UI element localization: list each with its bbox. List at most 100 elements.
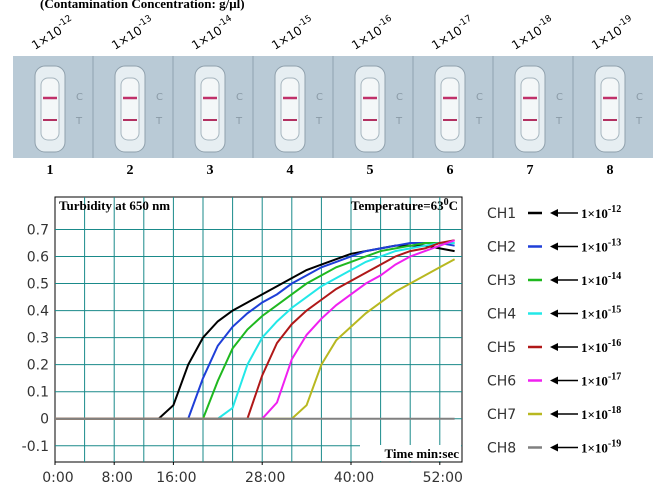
y-tick-label: 0.6 — [27, 249, 49, 265]
x-tick-label: 52:00 — [423, 470, 463, 486]
annotation-suffix: C — [449, 198, 458, 213]
strip-label: 1×10-14 — [188, 14, 237, 53]
strip-mark-c: C — [636, 92, 643, 103]
strip-mark-t: T — [75, 116, 83, 127]
y-tick-label: 0 — [40, 412, 49, 428]
y-tick-label: 0.3 — [27, 331, 49, 347]
legend-label: 1×10-15 — [581, 305, 621, 322]
strip-label-exponent: -16 — [376, 14, 394, 30]
legend-arrow-head — [550, 443, 558, 452]
strip-mark-t: T — [635, 116, 643, 127]
strip-mark-c: C — [556, 92, 563, 103]
legend-arrow-head — [550, 209, 558, 217]
strip-label: 1×10-18 — [508, 14, 557, 53]
legend-label-exponent: -16 — [608, 338, 621, 349]
legend-arrow-head — [550, 410, 558, 418]
legend-name: CH2 — [487, 240, 516, 256]
legend-name: CH6 — [487, 374, 516, 390]
strip-mark-t: T — [235, 116, 243, 127]
legend-label-exponent: -14 — [608, 271, 621, 282]
temperature-annotation: Temperature=630C — [351, 197, 458, 213]
strip-mark-c: C — [76, 92, 83, 103]
y-tick-label: 0.7 — [27, 222, 49, 238]
strip-number: 6 — [447, 163, 454, 178]
legend-label-base: 1×10 — [581, 374, 608, 389]
x-axis-label: Time min:sec — [385, 446, 460, 461]
legend-label: 1×10-18 — [581, 405, 621, 422]
x-tick-label: 40:00 — [334, 470, 374, 486]
x-tick-label: 16:00 — [156, 470, 196, 486]
strip-label: 1×10-19 — [588, 14, 637, 53]
strip-label-exponent: -12 — [56, 14, 74, 30]
legend-label: 1×10-17 — [581, 372, 621, 389]
y-tick-label: 0.4 — [27, 304, 49, 320]
strip-number: 1 — [47, 163, 54, 178]
legend-label: 1×10-13 — [581, 238, 621, 255]
y-tick-label: -0.1 — [22, 439, 49, 455]
legend-label: 1×10-16 — [581, 338, 621, 355]
legend-arrow-head — [550, 376, 558, 385]
strip-mark-c: C — [156, 92, 163, 103]
strip-mark-c: C — [316, 92, 323, 103]
legend-label-exponent: -13 — [608, 238, 621, 249]
legend-label-exponent: -17 — [608, 372, 621, 383]
y-tick-label: 0.1 — [27, 385, 49, 401]
strip-window — [440, 77, 460, 141]
chart-title: Turbidity at 650 nm — [59, 198, 170, 213]
annotation-superscript: 0 — [444, 197, 449, 208]
legend-arrow-head — [550, 343, 558, 351]
strip-mark-t: T — [395, 116, 403, 127]
legend-label-exponent: -15 — [608, 305, 621, 316]
legend-label-base: 1×10 — [581, 407, 608, 422]
legend-label-base: 1×10 — [581, 441, 608, 456]
plot-area — [54, 196, 463, 463]
legend-label: 1×10-19 — [581, 439, 621, 456]
strip-number: 2 — [127, 163, 134, 178]
strip-mark-c: C — [236, 92, 243, 103]
strip-window — [280, 77, 300, 141]
legend-name: CH7 — [487, 407, 516, 423]
strip-label-exponent: -17 — [456, 14, 474, 30]
x-label-bg — [360, 445, 461, 461]
legend-label-exponent: -12 — [608, 204, 621, 215]
strip-label: 1×10-17 — [428, 14, 477, 53]
strip-number: 5 — [367, 163, 374, 178]
strip-label-exponent: -15 — [296, 14, 314, 30]
x-tick-label: 28:00 — [245, 470, 285, 486]
strip-number: 7 — [527, 163, 534, 178]
strip-label-exponent: -19 — [616, 14, 634, 30]
legend-name: CH1 — [487, 206, 516, 222]
strip-window — [600, 77, 620, 141]
legend-label-exponent: -18 — [608, 405, 621, 416]
strip-window — [520, 77, 540, 141]
legend-label: 1×10-14 — [581, 271, 621, 288]
x-tick-label: 0:00 — [42, 470, 73, 486]
strip-number: 3 — [207, 163, 214, 178]
strip-number: 8 — [607, 163, 614, 178]
legend-arrow-head — [550, 276, 558, 284]
strip-label-exponent: -18 — [536, 14, 554, 30]
legend-label-base: 1×10 — [581, 340, 608, 355]
strip-window — [360, 77, 380, 141]
strip-number: 4 — [287, 163, 294, 178]
strip-label: 1×10-13 — [108, 14, 157, 53]
strip-mark-t: T — [155, 116, 163, 127]
strip-label-exponent: -14 — [216, 14, 234, 30]
strip-label-exponent: -13 — [136, 14, 154, 30]
legend-label-base: 1×10 — [581, 206, 608, 221]
legend-arrow-head — [550, 309, 558, 318]
legend-label-base: 1×10 — [581, 307, 608, 322]
legend-label: 1×10-12 — [581, 204, 621, 221]
strip-window — [120, 77, 140, 141]
strip-mark-t: T — [555, 116, 563, 127]
legend-arrow-head — [550, 242, 558, 251]
legend-name: CH3 — [487, 273, 516, 289]
strip-mark-t: T — [475, 116, 483, 127]
annotation-prefix: Temperature=63 — [351, 198, 444, 213]
y-tick-label: 0.5 — [27, 277, 49, 293]
strip-label: 1×10-16 — [348, 14, 397, 53]
legend-name: CH4 — [487, 307, 516, 323]
strip-mark-c: C — [396, 92, 403, 103]
strip-mark-c: C — [476, 92, 483, 103]
